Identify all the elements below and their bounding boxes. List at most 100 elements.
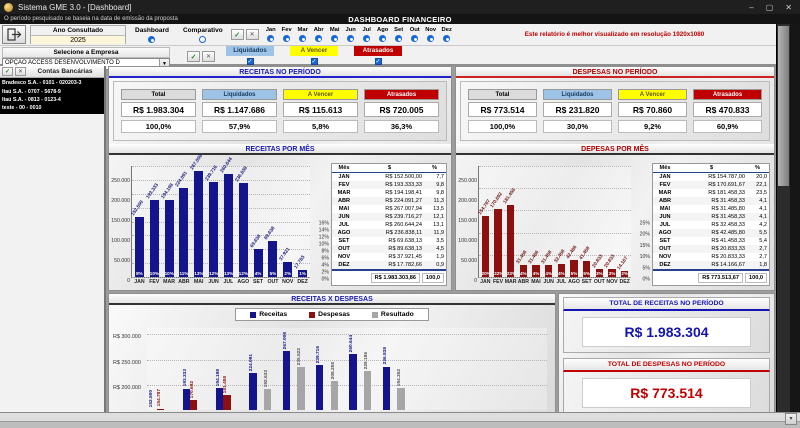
y-axis-label: 50.000 [114, 258, 130, 264]
accounts-list: Bradesco S.A. - 0101 - 020203-3 Itaú S.A.… [0, 78, 104, 114]
mode-option-dashboard[interactable]: Dashboard [128, 24, 176, 45]
window-bottom-strip [0, 421, 800, 428]
vertical-scrollbar[interactable] [776, 24, 790, 412]
month-toggle-jan[interactable]: Jan [263, 24, 279, 45]
month-radio-icon[interactable] [299, 35, 307, 42]
month-toggle-abr[interactable]: Abr [311, 24, 327, 45]
radio-icon[interactable] [148, 35, 156, 43]
month-toggle-jul[interactable]: Jul [359, 24, 375, 45]
table-header: Mês $% [653, 164, 769, 173]
bar-out: 20.833 3% [591, 254, 604, 277]
maximize-button[interactable]: ▢ [765, 2, 774, 12]
toolbar-main: Ano Consultado 2025 Dashboard Comparativo… [0, 24, 800, 46]
month-radio-icon[interactable] [363, 35, 371, 42]
minimize-button[interactable]: – [749, 2, 754, 12]
month-toggle-jun[interactable]: Jun [343, 24, 359, 45]
filters-apply-button[interactable]: ✓ [187, 51, 200, 62]
month-radio-icon[interactable] [395, 35, 403, 42]
y-axis-label: 200.000 [111, 198, 130, 204]
y2-axis-label: 12% [318, 234, 329, 241]
bar-percent-label: 2% [284, 271, 292, 276]
month-radio-icon[interactable] [283, 35, 291, 42]
card-header: A Vencer [283, 89, 358, 100]
month-radio-icon[interactable] [315, 35, 323, 42]
legend-label: Despesas [318, 311, 350, 318]
exit-button[interactable] [2, 25, 26, 44]
month-radio-icon[interactable] [443, 35, 451, 42]
bar-percent-label: 4% [254, 271, 262, 276]
month-radio-icon[interactable] [411, 35, 419, 42]
card-header: A Vencer [618, 89, 687, 100]
close-button[interactable]: ✕ [785, 2, 792, 12]
table-row: MAR R$ 181.458,33 23,5 [658, 190, 767, 196]
month-toggle-set[interactable]: Set [391, 24, 407, 45]
months-apply-button[interactable]: ✓ [230, 29, 244, 40]
month-label: Nov [425, 27, 437, 33]
y-axis-label: 0 [474, 278, 477, 284]
chevron-down-icon[interactable]: ▼ [159, 59, 169, 69]
group-bar-resultado-ago [397, 388, 405, 410]
comparison-title: RECEITAS X DESPESAS [109, 294, 555, 305]
table-row: SET R$ 41.458,33 5,4 [659, 238, 767, 244]
account-item[interactable]: Bradesco S.A. - 0101 - 020203-3 [2, 80, 82, 87]
y2-axis-label: 16% [318, 220, 329, 227]
month-radio-icon[interactable] [331, 35, 339, 42]
filter-checkbox[interactable]: ✓ [310, 57, 318, 65]
months-clear-button[interactable]: ✕ [245, 29, 259, 40]
card-value: R$ 1.983.304 [121, 102, 196, 117]
x-axis-label: MAI [531, 279, 541, 285]
account-item[interactable]: Itaú S.A. - 0707 - 5678-9 [2, 88, 61, 95]
bar-jan: 152.500 8% [131, 199, 145, 277]
account-item[interactable]: teste - 00 - 0010 [2, 105, 42, 112]
legend-item-resultado: Resultado [371, 311, 414, 318]
ano-consultado-value[interactable]: 2025 [31, 35, 125, 44]
receitas-table: Mês $% JAN R$ 152.500,00 7,7 FEV R$ 193.333,33… [331, 163, 447, 286]
month-toggle-ago[interactable]: Ago [375, 24, 391, 45]
table-row: MAI R$ 267.007,94 13,5 [338, 206, 444, 212]
scrollbar-thumb[interactable] [778, 26, 789, 186]
account-item[interactable]: Itaú S.A. - 0813 - 0123-4 [2, 96, 61, 103]
group-bar-receitas-abr [249, 373, 257, 410]
group-bar-receitas-ago [382, 366, 390, 410]
bar-nov: 20.833 3% [604, 254, 617, 277]
group-bar-receitas-jun [315, 365, 324, 410]
bar-abr: 224.091 11% [175, 171, 189, 277]
month-toggle-nov[interactable]: Nov [423, 24, 439, 45]
month-toggle-dez[interactable]: Dez [439, 24, 455, 45]
filter-checkbox[interactable]: ✓ [246, 57, 254, 65]
y2-axis-label: 14% [318, 227, 329, 234]
card-percent: 5,8% [283, 120, 358, 133]
y-axis-label: 0 [127, 278, 130, 284]
month-radio-icon[interactable] [347, 35, 355, 42]
accounts-clear-button[interactable]: ✕ [15, 67, 26, 76]
y2-axis-label: 0% [321, 276, 330, 283]
x-axis-label: FEV [492, 279, 504, 285]
group-bar-receitas-mar [215, 388, 224, 410]
header-strip: DASHBOARD FINANCEIRO O período pesquisad… [0, 14, 800, 24]
x-axis-label: MAR [163, 279, 175, 285]
accounts-apply-button[interactable]: ✓ [2, 67, 13, 76]
table-row: MAR R$ 194.198,41 9,8 [337, 190, 444, 196]
radio-icon[interactable] [199, 35, 207, 43]
mode-option-comparativo[interactable]: Comparativo [176, 24, 230, 45]
bar-percent-label: 10% [164, 271, 174, 276]
y2-axis-label: 25% [639, 220, 650, 227]
month-label: Out [409, 27, 420, 33]
month-radio-icon[interactable] [379, 35, 387, 42]
month-toggle-fev[interactable]: Fev [279, 24, 295, 45]
month-radio-icon[interactable] [427, 35, 435, 42]
month-toggle-mar[interactable]: Mar [295, 24, 311, 45]
filters-clear-button[interactable]: ✕ [202, 51, 215, 62]
month-label: Ago [377, 27, 389, 33]
scroll-corner-button[interactable]: ▾ [785, 413, 797, 425]
month-toggle-out[interactable]: Out [407, 24, 423, 45]
y-axis-label: 100.000 [458, 238, 477, 244]
filter-checkbox[interactable]: ✓ [374, 57, 382, 65]
month-label: Abr [313, 27, 324, 33]
horizontal-scroll-area[interactable] [0, 412, 800, 421]
month-toggle-mai[interactable]: Mai [327, 24, 343, 45]
month-radio-icon[interactable] [267, 35, 275, 42]
y-axis-label: R$ 200.000 [113, 385, 141, 392]
despesas-card-a-vencer: A Vencer R$ 70.860 9,2% [618, 89, 687, 133]
bar-percent-label: 22% [494, 271, 504, 276]
